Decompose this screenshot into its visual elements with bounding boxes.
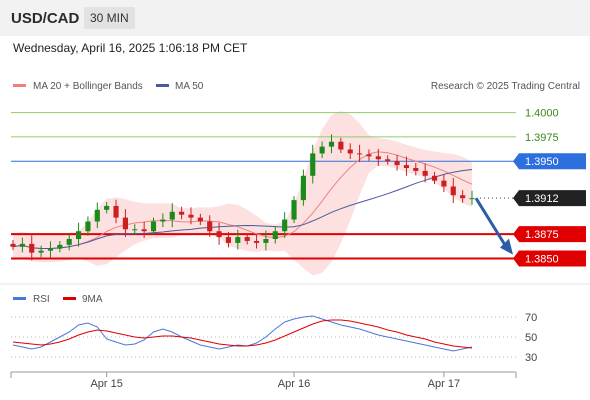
candle-body (310, 153, 316, 176)
candle-body (357, 153, 363, 155)
candle-body (282, 219, 288, 232)
ma20-line (12, 151, 473, 249)
candle-body (216, 231, 222, 238)
level-label-1.3850: 1.3850 (525, 253, 559, 265)
candle-body (460, 195, 466, 199)
candle-body (160, 219, 166, 222)
candle-body (141, 229, 147, 232)
level-tag-1.3875 (513, 226, 586, 243)
candles (10, 134, 475, 261)
candle-body (394, 161, 400, 166)
candle-body (47, 248, 54, 251)
credit-label: Research © 2025 Trading Central (431, 81, 580, 92)
moving-averages (12, 151, 473, 249)
rsi-tick-30: 30 (525, 352, 537, 364)
candle-body (75, 231, 82, 240)
candle-body (272, 231, 278, 240)
candle-body (366, 154, 372, 157)
candle-body (431, 175, 438, 181)
level-tag-1.3912 (513, 190, 586, 207)
candle-body (291, 200, 297, 220)
bollinger-band-fill (13, 111, 472, 276)
candle-body (169, 211, 175, 220)
candle-body (328, 141, 335, 147)
candle-body (450, 186, 456, 196)
rsi-legend-label: RSI (33, 294, 50, 305)
candle-body (338, 141, 344, 150)
rsi-panel: 70 50 30 (11, 312, 537, 364)
timeframe-badge[interactable]: 30 MIN (84, 7, 135, 29)
candle-body (29, 243, 35, 253)
symbol-title: USD/CAD (11, 10, 80, 27)
candle-body (441, 180, 447, 187)
candle-body (57, 244, 63, 249)
rsi-tick-50: 50 (525, 332, 537, 344)
candle-body (347, 149, 353, 154)
candle-body (19, 243, 25, 247)
candle-body (85, 221, 91, 232)
ma50-line (12, 169, 473, 249)
candle-body (38, 250, 44, 253)
candle-body (319, 146, 325, 154)
candle-body (385, 159, 391, 162)
candle-body (300, 175, 306, 201)
ma9-legend-label: 9MA (82, 294, 103, 305)
projection (474, 197, 513, 255)
ma20-legend-swatch (13, 84, 26, 87)
candle-body (179, 211, 185, 215)
timestamp: Wednesday, April 16, 2025 1:06:18 PM CET (13, 41, 248, 55)
rsi-series-9ma (12, 319, 473, 349)
projection-arrow-shaft (474, 197, 508, 248)
candle-body (150, 221, 157, 232)
level-tag-1.3950 (513, 153, 586, 170)
ma20-legend-label: MA 20 + Bollinger Bands (33, 81, 143, 92)
bollinger-bands (13, 111, 472, 276)
ma9-legend-swatch (63, 297, 76, 300)
price-axis-labels: 1.4000 1.3975 1.3950 1.3912 1.3875 1.3850 (513, 108, 586, 267)
candle-body (235, 237, 241, 243)
candle-body (225, 237, 232, 243)
candle-body (413, 168, 419, 171)
candle-body (66, 239, 72, 245)
level-label-1.3875: 1.3875 (525, 229, 559, 241)
candle-body (263, 239, 269, 243)
candle-body (10, 243, 16, 247)
candle-body (403, 165, 410, 169)
rsi-tick-70: 70 (525, 312, 537, 324)
candle-body (113, 205, 119, 218)
level-label-1.3950: 1.3950 (525, 156, 559, 168)
level-tag-1.3850 (513, 250, 586, 267)
candle-body (469, 198, 475, 200)
level-label-1.3975: 1.3975 (525, 132, 559, 144)
candle-body (375, 156, 381, 160)
projection-arrow-head (500, 238, 513, 255)
time-tick-label: Apr 17 (428, 378, 460, 390)
candle-body (244, 237, 250, 241)
time-tick-label: Apr 16 (278, 378, 310, 390)
candle-body (253, 240, 260, 243)
rsi-legend-swatch (13, 297, 26, 300)
candle-body (197, 217, 203, 222)
price-levels (11, 112, 516, 260)
candle-body (104, 205, 110, 210)
level-label-1.4000: 1.4000 (525, 108, 559, 120)
candle-body (207, 221, 213, 232)
candle-body (422, 170, 428, 176)
ma50-legend-swatch (156, 84, 169, 87)
time-axis-ticks: Apr 15 Apr 16 Apr 17 (90, 372, 460, 390)
time-tick-label: Apr 15 (90, 378, 122, 390)
ma50-legend-label: MA 50 (175, 81, 204, 92)
candle-body (188, 214, 194, 218)
candle-body (94, 209, 100, 222)
candle-body (122, 217, 128, 230)
level-label-1.3912: 1.3912 (525, 193, 559, 205)
candle-body (132, 229, 138, 231)
